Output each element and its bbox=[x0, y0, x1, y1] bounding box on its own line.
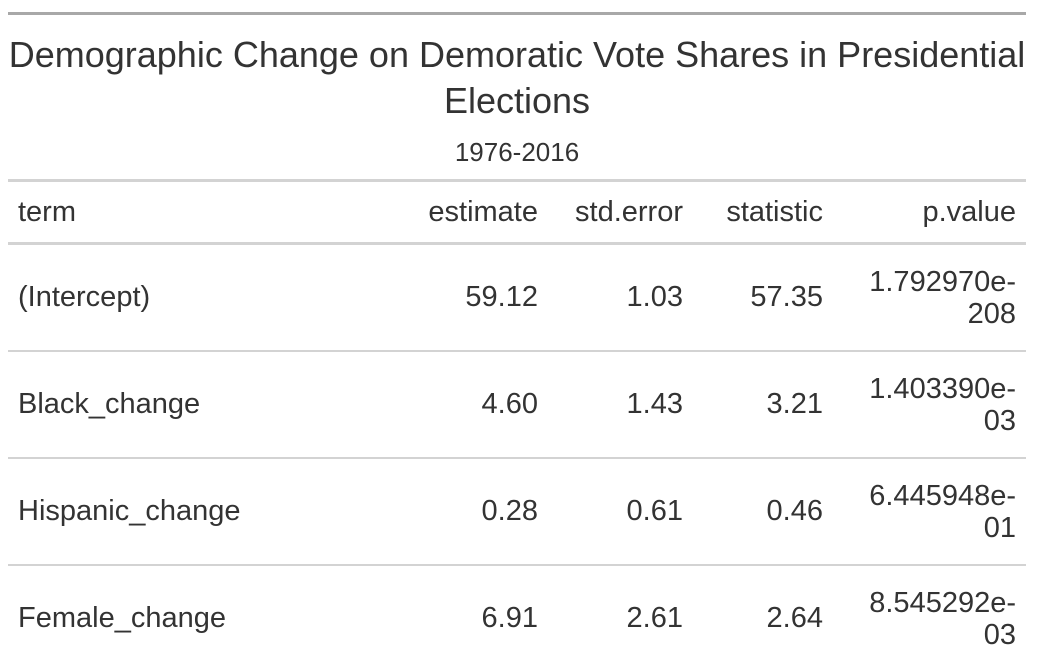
column-header-p-value: p.value bbox=[833, 182, 1026, 245]
cell-term: Hispanic_change bbox=[8, 458, 403, 566]
p-value-line1: 1.403390e- bbox=[869, 372, 1016, 405]
p-value-line2: 01 bbox=[983, 511, 1016, 544]
p-value-line2: 208 bbox=[967, 297, 1016, 330]
cell-estimate: 4.60 bbox=[403, 351, 548, 459]
cell-std-error: 2.61 bbox=[626, 602, 683, 634]
column-header-statistic: statistic bbox=[693, 182, 833, 245]
table-subtitle: 1976-2016 bbox=[454, 137, 580, 167]
table-title: Demographic Change on Demoratic Vote Sha… bbox=[8, 34, 1026, 121]
cell-term: Female_change bbox=[18, 602, 226, 634]
header-row: term estimate std.error statistic p.valu… bbox=[8, 182, 1026, 245]
table-row: Black_change 4.60 1.43 3.21 1.403390e- 03 bbox=[8, 351, 1026, 459]
cell-p-value: 1.792970e- 208 bbox=[833, 243, 1026, 352]
cell-p-value: 8.545292e- 03 bbox=[833, 565, 1026, 671]
cell-statistic: 57.35 bbox=[693, 243, 833, 352]
p-value-line2: 03 bbox=[983, 404, 1016, 437]
p-value-line2: 03 bbox=[983, 618, 1016, 651]
cell-term: Black_change bbox=[8, 351, 403, 459]
table-row: (Intercept) 59.12 1.03 57.35 1.792970e- 2… bbox=[8, 243, 1026, 352]
cell-statistic: 3.21 bbox=[693, 351, 833, 459]
header-rule bbox=[8, 179, 1026, 182]
cell-std-error: 0.61 bbox=[548, 458, 693, 566]
cell-term: (Intercept) bbox=[8, 243, 403, 352]
cell-estimate: 59.12 bbox=[403, 243, 548, 352]
column-header-estimate: estimate bbox=[403, 182, 548, 245]
top-rule bbox=[8, 12, 1026, 15]
cell-estimate: 6.91 bbox=[481, 602, 538, 634]
p-value-line1: 1.792970e- bbox=[869, 265, 1016, 298]
table-row: Hispanic_change 0.28 0.61 0.46 6.445948e… bbox=[8, 458, 1026, 566]
results-table: term estimate std.error statistic p.valu… bbox=[8, 182, 1026, 671]
p-value-line1: 6.445948e- bbox=[869, 479, 1016, 512]
regression-table: Demographic Change on Demoratic Vote Sha… bbox=[8, 12, 1026, 671]
cell-p-value: 6.445948e- 01 bbox=[833, 458, 1026, 566]
p-value-line1: 8.545292e- bbox=[869, 586, 1016, 619]
cell-statistic: 0.46 bbox=[693, 458, 833, 566]
column-header-term: term bbox=[8, 182, 403, 245]
cell-std-error: 1.03 bbox=[548, 243, 693, 352]
cell-p-value: 1.403390e- 03 bbox=[833, 351, 1026, 459]
column-header-std-error: std.error bbox=[548, 182, 693, 245]
cell-statistic: 2.64 bbox=[766, 602, 823, 634]
cell-std-error: 1.43 bbox=[548, 351, 693, 459]
cell-estimate: 0.28 bbox=[403, 458, 548, 566]
table-row: Female_change 6.91 2.61 2.64 8.545292e- 0… bbox=[8, 565, 1026, 671]
